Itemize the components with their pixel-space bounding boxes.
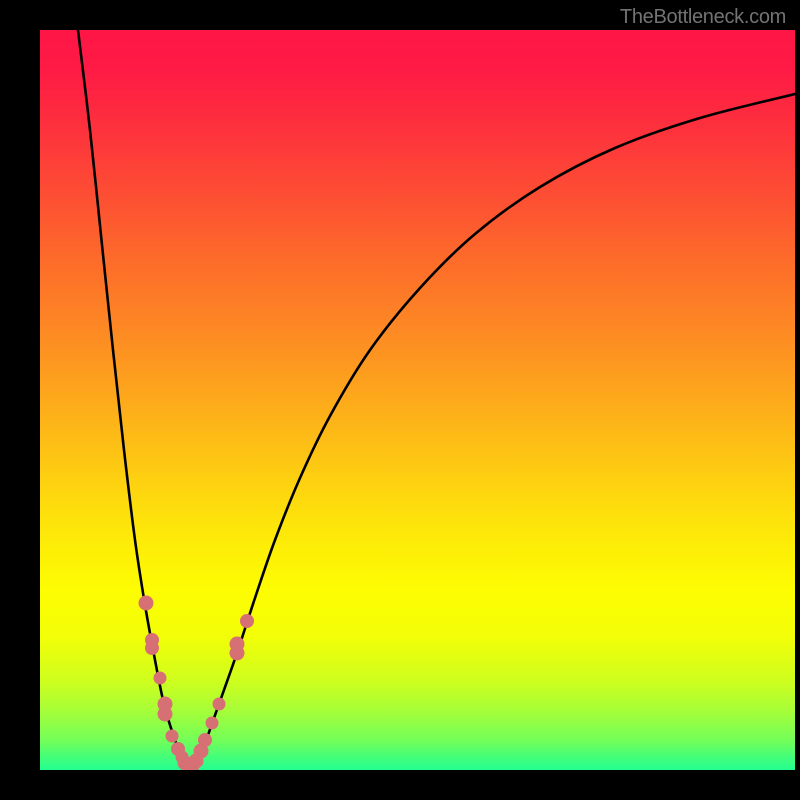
curve-layer	[40, 30, 795, 770]
right-curve	[190, 94, 795, 768]
curve-marker	[166, 730, 179, 743]
curve-marker	[145, 641, 159, 655]
curve-marker	[206, 717, 219, 730]
left-curve	[78, 30, 190, 768]
marker-group	[139, 596, 255, 771]
curve-marker	[139, 596, 154, 611]
curve-marker	[240, 614, 254, 628]
curve-marker	[198, 733, 212, 747]
curve-marker	[154, 672, 167, 685]
watermark-text: TheBottleneck.com	[620, 6, 786, 29]
curve-marker	[213, 698, 226, 711]
curve-marker	[158, 707, 173, 722]
chart-frame: TheBottleneck.com	[0, 0, 800, 800]
curve-marker	[230, 637, 245, 652]
